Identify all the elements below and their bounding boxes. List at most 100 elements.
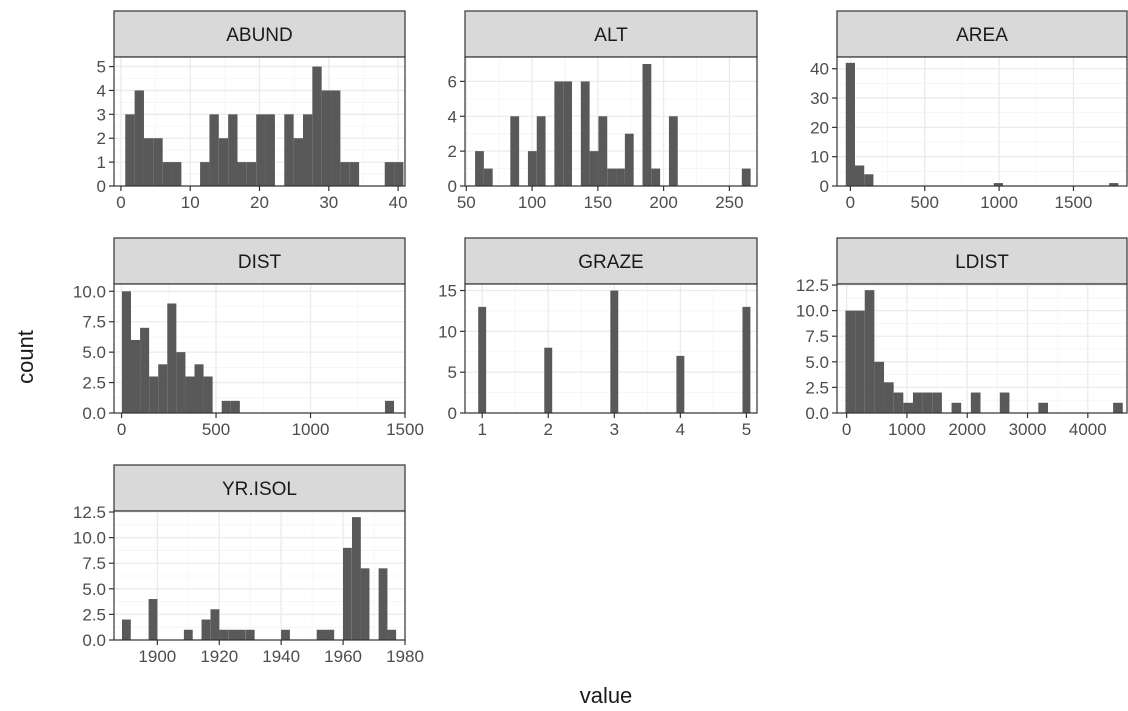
y-tick-label: 0 xyxy=(97,177,106,196)
histogram-bar xyxy=(874,361,885,413)
histogram-bar xyxy=(610,290,619,413)
x-tick-label: 1500 xyxy=(386,420,424,439)
histogram-bar xyxy=(864,174,874,186)
histogram-bar xyxy=(742,306,751,413)
facet-panel: GRAZE 1 2 3 4 5 0 5 10 15 xyxy=(438,237,758,439)
y-tick-label: 40 xyxy=(810,60,829,79)
x-tick-label: 4 xyxy=(676,420,685,439)
x-tick-label: 250 xyxy=(715,193,743,212)
histogram-bar xyxy=(384,162,395,186)
x-tick-label: 1 xyxy=(477,420,486,439)
y-tick-label: 10 xyxy=(438,322,457,341)
facet-panel: ALT 50 100 150 200 250 0 2 4 6 xyxy=(448,10,758,212)
histogram-bar xyxy=(607,168,617,186)
facet-title: YR.ISOL xyxy=(222,479,297,500)
histogram-bar xyxy=(483,168,493,186)
histogram-bar xyxy=(741,168,751,186)
facet-strip xyxy=(113,10,406,58)
x-tick-label: 1000 xyxy=(888,420,926,439)
x-tick-label: 5 xyxy=(742,420,751,439)
histogram-bar xyxy=(245,629,255,640)
y-tick-label: 12.5 xyxy=(73,503,106,522)
histogram-bar xyxy=(536,116,546,186)
histogram-bar xyxy=(351,517,361,640)
facet-panel: DIST 0 500 1000 1500 0.0 2.5 5.0 7.5 10.0 xyxy=(73,237,424,439)
histogram-bar xyxy=(624,133,634,186)
histogram-bar xyxy=(922,392,933,413)
facet-strip xyxy=(113,237,406,285)
x-tick-label: 1900 xyxy=(138,647,176,666)
histogram-bar xyxy=(893,392,904,413)
y-tick-label: 0 xyxy=(448,404,457,423)
histogram-bar xyxy=(167,303,177,413)
histogram-bar xyxy=(185,376,195,413)
histogram-bar xyxy=(219,629,229,640)
histogram-bar xyxy=(554,81,564,186)
histogram-bar xyxy=(230,400,240,413)
histogram-bar xyxy=(176,352,186,413)
histogram-bar xyxy=(378,568,388,640)
facet-title: AREA xyxy=(956,25,1008,46)
y-tick-label: 2.5 xyxy=(805,378,829,397)
x-tick-label: 40 xyxy=(389,193,408,212)
panel-border xyxy=(836,283,1128,414)
y-tick-label: 10.0 xyxy=(73,529,106,548)
panel-background xyxy=(465,57,757,186)
facet-title: LDIST xyxy=(955,252,1009,273)
histogram-bar xyxy=(527,151,537,186)
histogram-bar xyxy=(321,90,332,186)
y-tick-label: 2.5 xyxy=(82,605,106,624)
histogram-bar xyxy=(203,376,213,413)
histogram-bar xyxy=(201,619,211,640)
histogram-bar xyxy=(598,116,608,186)
histogram-bar xyxy=(236,629,246,640)
facet-panel: AREA 0 500 1000 1500 0 10 20 30 40 xyxy=(810,10,1128,212)
x-tick-label: 1980 xyxy=(386,647,424,666)
histogram-bar xyxy=(121,619,131,640)
y-tick-label: 4 xyxy=(448,107,457,126)
x-tick-label: 200 xyxy=(649,193,677,212)
histogram-bar xyxy=(1113,402,1123,413)
histogram-bar xyxy=(951,402,962,413)
x-tick-label: 100 xyxy=(518,193,546,212)
y-tick-label: 0 xyxy=(820,177,829,196)
histogram-bar xyxy=(510,116,520,186)
histogram-bar xyxy=(218,138,229,186)
y-tick-label: 12.5 xyxy=(796,276,829,295)
facet-title: GRAZE xyxy=(578,252,643,273)
histogram-bar xyxy=(340,162,350,186)
y-tick-label: 10.0 xyxy=(796,302,829,321)
y-tick-label: 0 xyxy=(448,177,457,196)
y-tick-label: 0.0 xyxy=(82,404,106,423)
facet-title: ABUND xyxy=(226,25,293,46)
facet-strip xyxy=(836,237,1128,285)
histogram-bar xyxy=(246,162,257,186)
histogram-bar xyxy=(580,81,590,186)
histogram-bar xyxy=(121,291,132,413)
y-tick-label: 5.0 xyxy=(805,353,829,372)
y-tick-label: 30 xyxy=(810,89,829,108)
y-tick-label: 3 xyxy=(97,105,106,124)
histogram-bar xyxy=(1109,183,1119,186)
histogram-bar xyxy=(325,629,335,640)
histogram-bar xyxy=(903,402,913,413)
y-tick-label: 20 xyxy=(810,118,829,137)
histogram-bar xyxy=(237,162,247,186)
histogram-bar xyxy=(384,400,395,413)
histogram-bar xyxy=(256,114,266,186)
histogram-bar xyxy=(210,609,220,640)
histogram-bar xyxy=(1038,402,1049,413)
y-tick-label: 10 xyxy=(810,148,829,167)
x-tick-label: 500 xyxy=(911,193,939,212)
x-tick-label: 1940 xyxy=(262,647,300,666)
histogram-bar xyxy=(387,629,397,640)
histogram-bar xyxy=(864,290,875,413)
histogram-bar xyxy=(265,114,275,186)
histogram-bar xyxy=(302,114,313,186)
y-tick-label: 7.5 xyxy=(805,327,829,346)
histogram-bar xyxy=(331,90,341,186)
histogram-bar xyxy=(183,629,193,640)
histogram-bar xyxy=(316,629,326,640)
histogram-bar xyxy=(854,165,865,186)
